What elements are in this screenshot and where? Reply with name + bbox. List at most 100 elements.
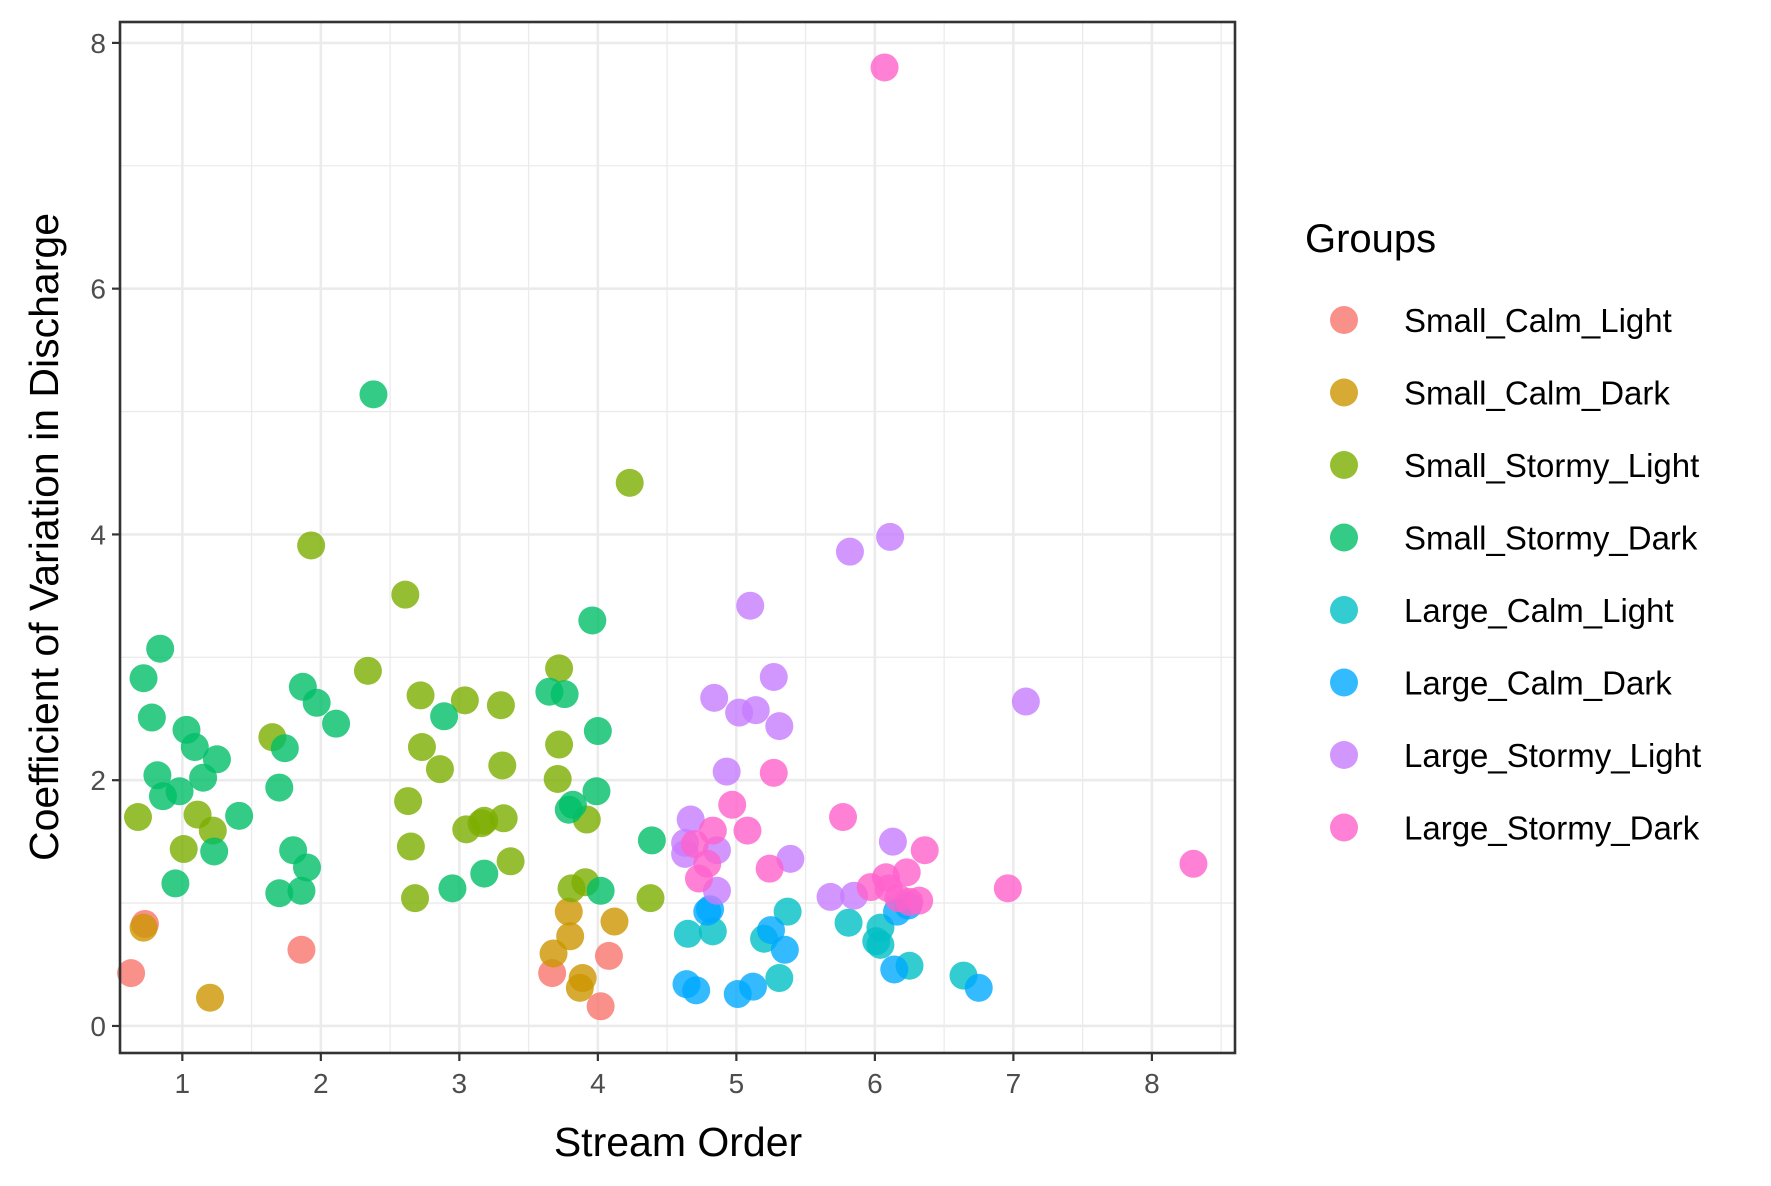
legend-label: Large_Stormy_Light (1404, 737, 1701, 774)
legend-item: Large_Stormy_Dark (1330, 810, 1700, 847)
data-point (353, 656, 382, 685)
legend-item: Large_Calm_Dark (1330, 665, 1672, 702)
data-point (545, 730, 574, 759)
data-point (776, 844, 805, 873)
data-point (586, 992, 615, 1021)
data-point (198, 816, 227, 845)
data-point (117, 959, 146, 988)
data-point (870, 53, 899, 82)
data-point (359, 380, 388, 409)
data-point (835, 537, 864, 566)
panel-border (118, 20, 1237, 1055)
data-point (391, 580, 420, 609)
data-point (718, 790, 747, 819)
legend-label: Large_Stormy_Dark (1404, 810, 1700, 847)
data-point (180, 733, 209, 762)
legend-item: Small_Stormy_Light (1330, 447, 1699, 484)
data-point (169, 835, 198, 864)
data-point (586, 876, 615, 905)
data-point (600, 907, 629, 936)
data-point (755, 854, 784, 883)
data-point (770, 935, 799, 964)
data-points (117, 53, 1208, 1021)
data-point (558, 790, 587, 819)
data-point (202, 745, 231, 774)
data-point (583, 717, 612, 746)
data-point (550, 680, 579, 709)
legend-key (1330, 668, 1358, 697)
data-point (773, 897, 802, 926)
legend-item: Large_Stormy_Light (1330, 737, 1701, 774)
data-point (545, 654, 574, 683)
y-tick-label: 2 (90, 765, 106, 796)
data-point (759, 662, 788, 691)
data-point (322, 709, 351, 738)
data-point (225, 801, 254, 830)
x-tick-label: 7 (1006, 1068, 1022, 1099)
data-point (712, 757, 741, 786)
data-point (407, 733, 436, 762)
data-point (964, 973, 993, 1002)
data-point (543, 764, 572, 793)
data-point (736, 591, 765, 620)
data-point (292, 853, 321, 882)
y-axis-title: Coefficient of Variation in Discharge (21, 213, 67, 861)
data-point (425, 755, 454, 784)
axes: 1 2 3 4 5 6 7 8 0 2 4 6 8 (90, 28, 1159, 1099)
data-point (637, 826, 666, 855)
legend-item: Large_Calm_Light (1330, 592, 1674, 629)
legend-item: Small_Stormy_Dark (1330, 520, 1698, 557)
legend-key (1330, 596, 1358, 624)
x-tick-label: 5 (729, 1068, 745, 1099)
data-point (137, 703, 166, 732)
data-point (765, 712, 794, 741)
data-point (146, 634, 175, 663)
data-point (693, 849, 722, 878)
legend-title: Groups (1305, 217, 1436, 261)
data-point (489, 804, 518, 833)
data-point (905, 886, 934, 915)
data-point (200, 837, 229, 866)
legend-label: Small_Stormy_Dark (1404, 520, 1698, 557)
data-point (165, 777, 194, 806)
data-point (733, 816, 762, 845)
y-tick-label: 8 (90, 28, 106, 59)
legend-key (1330, 306, 1358, 334)
data-point (910, 836, 939, 865)
legend: Groups Small_Calm_LightSmall_Calm_DarkSm… (1305, 217, 1701, 847)
data-point (394, 787, 423, 816)
data-point (496, 847, 525, 876)
data-point (129, 664, 158, 693)
data-point (876, 522, 905, 551)
data-point (700, 683, 729, 712)
legend-key (1330, 813, 1358, 842)
data-point (880, 955, 909, 984)
legend-item: Small_Calm_Light (1330, 302, 1672, 339)
data-point (265, 773, 294, 802)
data-point (636, 884, 665, 913)
y-tick-label: 4 (90, 519, 106, 550)
x-tick-label: 2 (313, 1068, 329, 1099)
data-point (756, 916, 785, 945)
data-point (539, 939, 568, 968)
legend-key (1330, 741, 1358, 769)
data-point (297, 531, 326, 560)
legend-label: Small_Calm_Light (1404, 302, 1672, 339)
data-point (568, 964, 597, 993)
legend-key (1330, 523, 1358, 552)
data-point (270, 734, 299, 763)
y-tick-label: 0 (90, 1011, 106, 1042)
data-point (450, 686, 479, 715)
data-point (287, 876, 316, 905)
data-point (302, 688, 331, 717)
data-point (1179, 849, 1208, 878)
data-point (430, 702, 459, 731)
data-point (878, 827, 907, 856)
data-point (993, 874, 1022, 903)
data-point (682, 976, 711, 1005)
data-point (161, 869, 190, 898)
x-tick-label: 1 (175, 1068, 191, 1099)
data-point (1011, 687, 1040, 716)
